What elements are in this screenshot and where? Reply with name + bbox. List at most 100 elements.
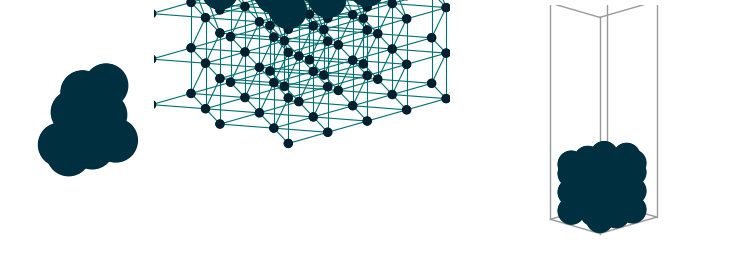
Circle shape [624, 182, 638, 196]
Circle shape [364, 73, 369, 77]
Circle shape [256, 0, 262, 1]
Circle shape [267, 23, 272, 27]
Circle shape [96, 121, 133, 158]
Circle shape [322, 27, 325, 30]
Circle shape [567, 169, 570, 172]
Circle shape [218, 76, 221, 79]
Circle shape [297, 99, 300, 102]
Circle shape [601, 162, 616, 176]
Circle shape [363, 26, 371, 34]
Circle shape [326, 85, 328, 86]
Circle shape [96, 120, 135, 160]
Circle shape [595, 176, 599, 181]
Circle shape [619, 177, 630, 187]
Circle shape [82, 137, 94, 150]
Circle shape [85, 65, 126, 105]
Circle shape [586, 186, 598, 197]
Circle shape [364, 27, 370, 33]
Circle shape [615, 154, 637, 176]
Circle shape [242, 3, 247, 9]
Circle shape [88, 67, 123, 102]
Circle shape [576, 148, 598, 170]
Circle shape [259, 0, 286, 7]
Circle shape [620, 160, 645, 185]
Circle shape [588, 188, 593, 194]
Circle shape [207, 0, 230, 1]
Circle shape [606, 167, 623, 185]
Circle shape [67, 77, 93, 104]
Circle shape [594, 145, 612, 163]
Circle shape [389, 92, 394, 96]
Circle shape [606, 204, 623, 222]
Circle shape [598, 196, 620, 218]
Circle shape [320, 26, 328, 33]
Circle shape [204, 16, 205, 17]
Circle shape [91, 70, 117, 97]
Circle shape [599, 150, 604, 154]
Circle shape [603, 155, 629, 181]
Circle shape [560, 181, 581, 203]
Circle shape [620, 150, 645, 176]
Circle shape [584, 204, 600, 219]
Circle shape [578, 158, 595, 177]
Circle shape [149, 56, 153, 61]
Circle shape [626, 203, 635, 212]
Circle shape [218, 122, 221, 125]
Circle shape [624, 201, 637, 214]
Circle shape [595, 192, 611, 208]
Circle shape [618, 194, 633, 210]
Circle shape [285, 49, 291, 56]
Circle shape [272, 0, 303, 25]
Circle shape [106, 130, 117, 141]
Circle shape [620, 179, 645, 203]
Circle shape [41, 126, 77, 161]
Circle shape [388, 0, 396, 8]
Circle shape [150, 57, 152, 59]
Circle shape [581, 163, 589, 169]
Circle shape [40, 125, 78, 163]
Circle shape [559, 151, 584, 177]
Circle shape [50, 135, 61, 146]
Circle shape [109, 133, 112, 136]
Circle shape [43, 128, 74, 158]
Circle shape [609, 160, 620, 171]
Circle shape [256, 18, 263, 25]
Circle shape [605, 156, 626, 178]
Circle shape [583, 182, 587, 186]
Circle shape [52, 137, 81, 167]
Circle shape [350, 58, 354, 62]
Circle shape [587, 168, 596, 177]
Circle shape [626, 165, 635, 174]
Circle shape [188, 45, 194, 51]
Circle shape [69, 79, 90, 100]
Circle shape [335, 42, 341, 47]
Circle shape [585, 204, 599, 218]
Circle shape [444, 5, 447, 9]
Circle shape [311, 114, 316, 119]
Circle shape [588, 161, 610, 183]
Circle shape [618, 175, 633, 191]
Circle shape [620, 178, 628, 186]
Circle shape [592, 171, 615, 194]
Circle shape [582, 201, 604, 223]
Circle shape [611, 209, 615, 213]
Circle shape [72, 82, 84, 94]
Circle shape [325, 15, 330, 20]
Circle shape [295, 7, 302, 13]
Circle shape [311, 24, 314, 27]
Circle shape [562, 183, 578, 199]
Circle shape [589, 208, 609, 229]
Circle shape [365, 28, 367, 30]
Circle shape [335, 87, 341, 93]
Circle shape [296, 99, 301, 104]
Circle shape [603, 201, 613, 211]
Circle shape [594, 213, 600, 219]
Circle shape [620, 196, 629, 206]
Circle shape [267, 23, 272, 27]
Circle shape [360, 15, 366, 21]
Circle shape [403, 15, 410, 22]
Circle shape [148, 55, 156, 63]
Circle shape [593, 212, 602, 221]
Circle shape [256, 110, 262, 115]
Circle shape [334, 87, 342, 94]
